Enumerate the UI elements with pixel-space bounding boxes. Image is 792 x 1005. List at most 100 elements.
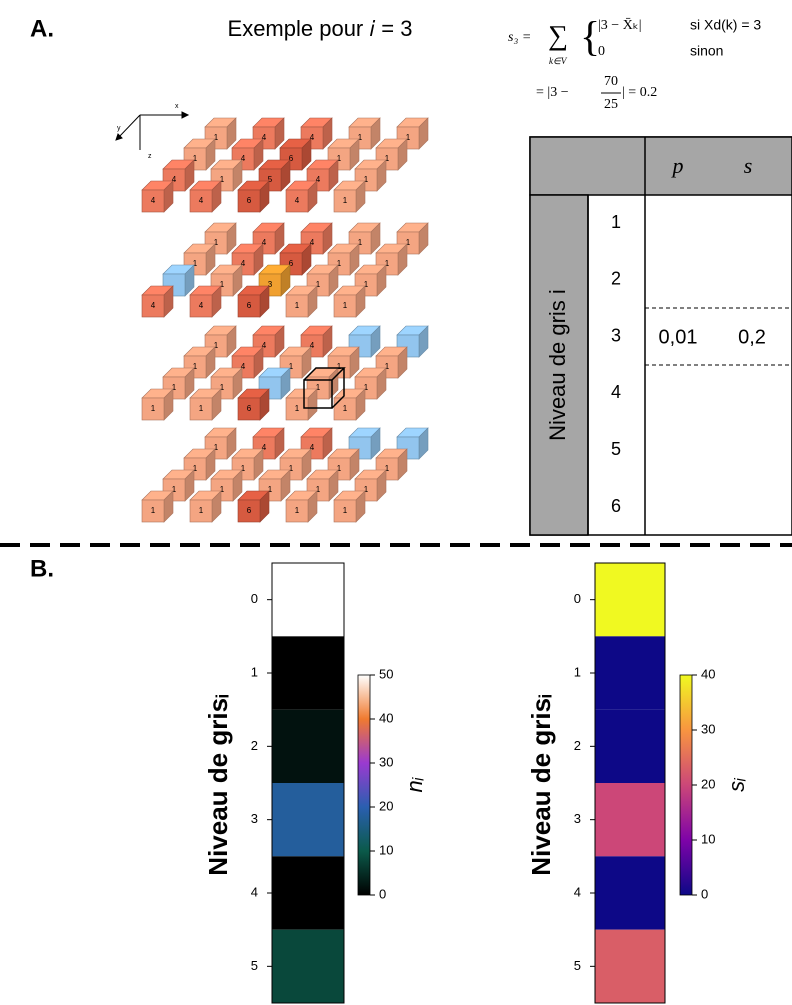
cube-label: 1 bbox=[193, 464, 198, 473]
cube: 1 bbox=[333, 285, 366, 318]
y-tick-label: 0 bbox=[574, 591, 581, 606]
cube-label: 1 bbox=[343, 196, 348, 205]
column-header: p bbox=[671, 153, 684, 178]
cube-front bbox=[189, 294, 213, 318]
row-level: 3 bbox=[611, 325, 621, 345]
cube-label: 1 bbox=[385, 362, 390, 371]
cube-front bbox=[237, 397, 261, 421]
cube: 1 bbox=[333, 388, 366, 421]
cube-label: 5 bbox=[268, 175, 273, 184]
panel-label: A. bbox=[30, 15, 54, 42]
cube bbox=[162, 264, 195, 297]
cube: 1 bbox=[141, 388, 174, 421]
row-level: 1 bbox=[611, 212, 621, 232]
heatmap-cell bbox=[595, 929, 665, 1003]
colorbar-tick-label: 50 bbox=[379, 666, 393, 681]
cube: 4 bbox=[141, 285, 174, 318]
cube bbox=[396, 427, 429, 460]
y-tick-label: 1 bbox=[251, 664, 258, 679]
cube-label: 1 bbox=[364, 383, 369, 392]
heatmap: 0 1 2 3 4 5 Niveau de grisᵢ 0 10 20 30 40 sᵢ bbox=[526, 562, 749, 1004]
arrowhead bbox=[115, 133, 123, 141]
cube-label: 1 bbox=[268, 485, 273, 494]
heatmap-frame bbox=[594, 562, 666, 1004]
heatmap-cell bbox=[595, 636, 665, 710]
y-axis-label: Niveau de grisᵢ bbox=[526, 694, 556, 876]
cube: 1 bbox=[375, 243, 408, 276]
cube-label: 1 bbox=[385, 259, 390, 268]
cube-label: 4 bbox=[262, 341, 267, 350]
cube-front bbox=[141, 294, 165, 318]
heatmap-cell bbox=[272, 929, 344, 1003]
cube-label: 1 bbox=[214, 133, 219, 142]
cube: 1 bbox=[354, 469, 387, 502]
cube: 1 bbox=[306, 367, 339, 400]
cube-label: 1 bbox=[343, 404, 348, 413]
cube-front bbox=[237, 294, 261, 318]
colorbar-tick-label: 40 bbox=[379, 710, 393, 725]
column-header: s bbox=[744, 153, 753, 178]
heatmap: 0 1 2 3 4 5 Niveau de grisᵢ 0 10 20 30 40 50 nᵢ bbox=[203, 562, 427, 1004]
cube-label: 1 bbox=[358, 238, 363, 247]
cube: 4 bbox=[252, 117, 285, 150]
table-cell: 0,2 bbox=[738, 326, 766, 348]
cube-label: 1 bbox=[364, 485, 369, 494]
arrowhead bbox=[181, 111, 190, 119]
heatmap-cell bbox=[595, 709, 665, 783]
row-level: 6 bbox=[611, 496, 621, 516]
cube-front bbox=[285, 499, 309, 523]
cube-label: 1 bbox=[289, 464, 294, 473]
cube-label: 4 bbox=[172, 175, 177, 184]
highlight-cube bbox=[303, 367, 346, 409]
formula-text: si Xd(k) = 3 bbox=[690, 17, 761, 33]
cube-label: 1 bbox=[295, 404, 300, 413]
colorbar-label: sᵢ bbox=[724, 778, 749, 792]
cube-label: 1 bbox=[316, 383, 321, 392]
cube-label: 1 bbox=[220, 383, 225, 392]
cube-label: 1 bbox=[214, 443, 219, 452]
cube-front bbox=[285, 189, 309, 213]
axis-letter: y bbox=[117, 125, 121, 132]
heatmap-cell bbox=[595, 783, 665, 857]
cube: 6 bbox=[237, 180, 270, 213]
cube: 6 bbox=[237, 285, 270, 318]
colorbar bbox=[357, 674, 371, 896]
cube-label: 1 bbox=[337, 464, 342, 473]
cube-label: 1 bbox=[220, 485, 225, 494]
heatmap-cell bbox=[272, 563, 344, 637]
cube-label: 6 bbox=[247, 196, 252, 205]
formula-text: 0 bbox=[598, 44, 605, 59]
cube-front bbox=[333, 294, 357, 318]
formula-text: |3 − X̄ₖ| bbox=[598, 18, 642, 34]
cube: 1 bbox=[285, 285, 318, 318]
cube: 1 bbox=[327, 448, 360, 481]
table-cell: 0,01 bbox=[659, 326, 698, 348]
cube: 1 bbox=[204, 325, 237, 358]
cube: 1 bbox=[204, 427, 237, 460]
y-tick-label: 3 bbox=[574, 811, 581, 826]
cube-label: 4 bbox=[241, 362, 246, 371]
cube-label: 4 bbox=[295, 196, 300, 205]
cube-front bbox=[141, 499, 165, 523]
row-level: 2 bbox=[611, 269, 621, 289]
cube-label: 1 bbox=[214, 341, 219, 350]
cube-label: 6 bbox=[247, 404, 252, 413]
heatmap-cell bbox=[272, 783, 344, 857]
cube: 6 bbox=[237, 388, 270, 421]
cube-label: 1 bbox=[193, 259, 198, 268]
cube-label: 1 bbox=[172, 485, 177, 494]
cube-label: 1 bbox=[364, 280, 369, 289]
cube-label: 1 bbox=[220, 280, 225, 289]
formula-text: sinon bbox=[690, 43, 723, 59]
table: p s Niveau de gris i 0,01 0,2 1 2 3 4 5 6 bbox=[529, 136, 792, 536]
cube-label: 1 bbox=[337, 259, 342, 268]
cube: 1 bbox=[375, 138, 408, 171]
panel-title: Exemple pour 𝑖 = 3 bbox=[228, 16, 413, 41]
cube-label: 1 bbox=[406, 238, 411, 247]
cube-front bbox=[141, 189, 165, 213]
cube: 1 bbox=[285, 388, 318, 421]
formula-text: s₃ = bbox=[508, 30, 531, 45]
cube: 1 bbox=[204, 222, 237, 255]
formula-text: { bbox=[580, 15, 600, 61]
heatmap-frame bbox=[271, 562, 345, 1004]
